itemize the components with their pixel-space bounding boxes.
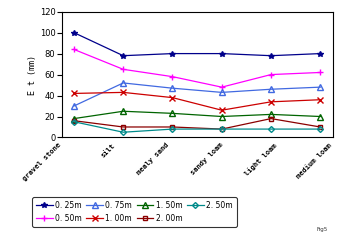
Text: light loam: light loam	[244, 142, 278, 177]
Text: mealy sand: mealy sand	[136, 142, 170, 176]
Legend: 0. 25m, 0. 50m, 0. 75m, 1. 00m, 1. 50m, 2. 00m, 2. 50m: 0. 25m, 0. 50m, 0. 75m, 1. 00m, 1. 50m, …	[32, 197, 237, 227]
Text: silt: silt	[100, 142, 116, 158]
Text: Fig5: Fig5	[316, 227, 327, 232]
Text: medium loam: medium loam	[295, 142, 333, 179]
Y-axis label: E t (mm): E t (mm)	[28, 55, 37, 95]
Text: sandy loam: sandy loam	[190, 142, 224, 176]
Text: gravel stone: gravel stone	[21, 142, 62, 182]
